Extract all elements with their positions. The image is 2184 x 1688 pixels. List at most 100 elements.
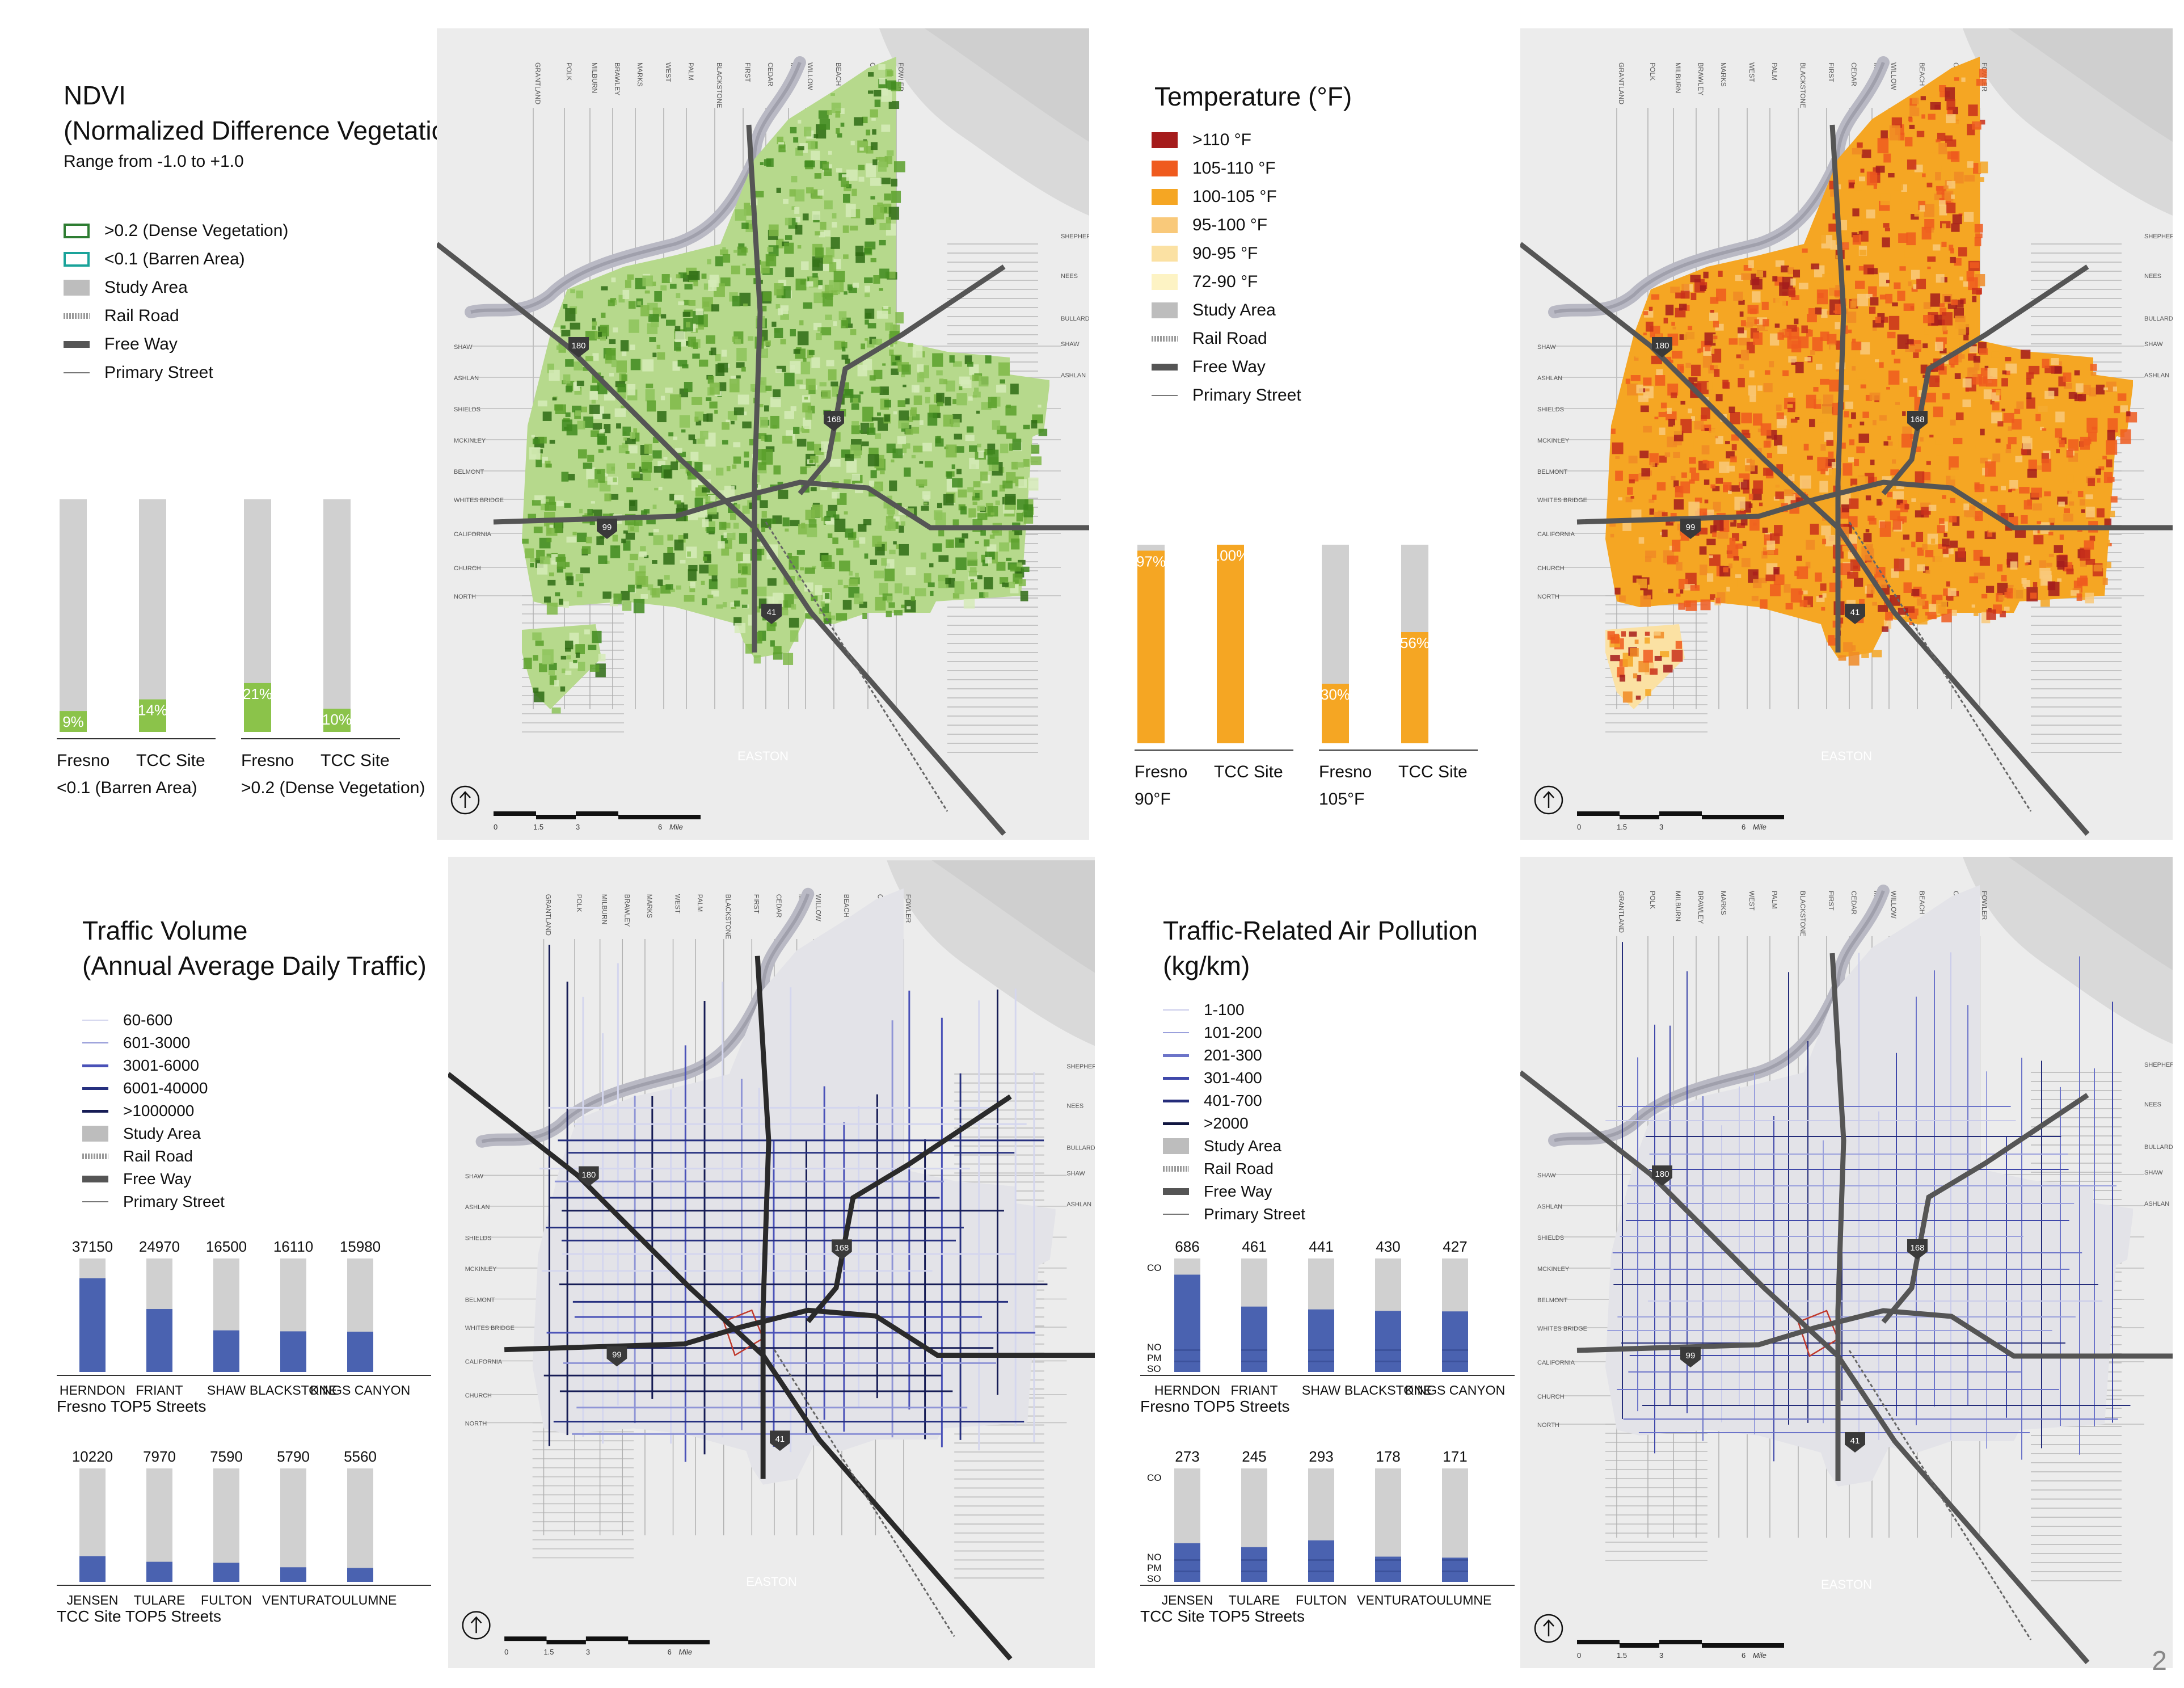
map-pixel <box>1892 519 1901 530</box>
map-pixel <box>2066 569 2074 575</box>
pollutant-label: SO <box>1147 1363 1161 1374</box>
map-pixel <box>921 506 929 511</box>
map-pixel <box>905 398 910 405</box>
map-pixel <box>949 355 955 363</box>
map-pixel <box>542 411 552 421</box>
map-pixel <box>1881 130 1888 140</box>
map-pixel <box>1012 439 1022 451</box>
scale-unit: Mile <box>1753 823 1766 831</box>
map-pixel <box>570 322 580 330</box>
map-pixel <box>2008 426 2012 431</box>
map-pixel <box>1862 411 1869 418</box>
scale-tick: 1.5 <box>1617 1651 1627 1660</box>
map-pixel <box>1697 381 1709 394</box>
bar-value <box>213 1330 239 1372</box>
map-pixel <box>688 565 698 571</box>
map-pixel <box>969 457 980 469</box>
legend-item: >2000 <box>1163 1112 1305 1135</box>
map-pixel <box>592 318 596 323</box>
street-label: WHITES BRIDGE <box>1537 1325 1587 1332</box>
street-label: BLACKSTONE <box>1799 891 1807 936</box>
map-pixel <box>1802 248 1808 253</box>
map-pixel <box>577 662 585 671</box>
map-pixel <box>830 93 835 96</box>
map-data-layer <box>522 57 1049 714</box>
map-pixel <box>602 591 612 599</box>
highway-shield: 180 <box>578 1166 599 1187</box>
map-pixel <box>1731 434 1739 441</box>
map-pixel <box>1775 491 1784 499</box>
map-pixel <box>1976 177 1984 182</box>
street-label: BULLARD <box>1066 1145 1095 1152</box>
map-pixel <box>805 613 813 619</box>
map-pixel <box>1691 364 1701 377</box>
map-pixel <box>677 452 686 457</box>
map-pixel <box>1715 394 1723 402</box>
bar-category-label: FRIANT <box>1230 1383 1277 1397</box>
bar-value-label: 5790 <box>277 1448 310 1465</box>
map-pixel <box>651 588 660 598</box>
map-pixel <box>665 388 673 393</box>
shield-shape <box>1845 1432 1865 1453</box>
map-pixel <box>1983 389 1992 399</box>
bar-category-label: Fresno <box>241 751 294 770</box>
map-pixel <box>1872 601 1878 606</box>
map-pixel <box>1920 594 1926 599</box>
map-pixel <box>640 305 650 317</box>
legend-item: 301-400 <box>1163 1067 1305 1089</box>
map-pixel <box>1698 348 1704 353</box>
map-pixel <box>899 544 909 556</box>
map-pixel <box>714 410 718 414</box>
map-pixel <box>1911 288 1918 292</box>
map-pixel <box>1005 582 1015 588</box>
map-pixel <box>2076 593 2082 601</box>
map-pixel <box>879 78 886 85</box>
map-pixel <box>892 362 897 365</box>
map-pixel <box>1640 595 1651 607</box>
map-pixel <box>1614 587 1621 595</box>
map-pixel <box>648 314 659 322</box>
map-pixel <box>2027 469 2037 478</box>
map-pixel <box>1726 587 1730 592</box>
map-pixel <box>1924 329 1929 335</box>
bar-category-label: KINGS CANYON <box>310 1383 410 1397</box>
map-pixel <box>1784 472 1793 477</box>
map-pixel <box>2106 440 2118 455</box>
map-pixel <box>742 263 746 266</box>
map-pixel <box>1979 69 1987 78</box>
map-pixel <box>863 139 867 142</box>
map-pixel <box>734 622 746 634</box>
legend-item: Rail Road <box>64 302 288 330</box>
map-pixel <box>1914 165 1923 172</box>
map-pixel <box>819 382 827 387</box>
map-pixel <box>1646 538 1654 544</box>
map-pixel <box>2058 502 2065 507</box>
map-pixel <box>945 539 954 548</box>
legend-label: Study Area <box>123 1125 201 1142</box>
map-pixel <box>1773 567 1780 575</box>
map-pixel <box>1978 161 1988 174</box>
map-pixel <box>854 593 863 604</box>
map-pixel <box>1909 386 1917 397</box>
map-pixel <box>1773 478 1784 491</box>
map-pixel <box>1712 532 1717 537</box>
map-pixel <box>1674 471 1684 480</box>
map-pixel <box>870 142 878 150</box>
map-pixel <box>733 523 739 529</box>
legend-swatch <box>82 1042 108 1043</box>
map-pixel <box>789 556 799 570</box>
street-label: BRAWLEY <box>1697 891 1705 924</box>
map-pixel <box>864 553 868 559</box>
map-pixel <box>1799 475 1811 489</box>
map-pixel <box>887 70 893 77</box>
map-pixel <box>674 539 684 551</box>
map-pixel <box>2021 515 2028 524</box>
map-pixel <box>1689 457 1696 464</box>
shield-shape <box>568 337 589 357</box>
map-pixel <box>1801 325 1808 334</box>
street-label: SHAW <box>1066 1170 1085 1177</box>
bar-category-label: TCC Site <box>1398 763 1468 781</box>
map-pixel <box>1656 369 1663 376</box>
map-pixel <box>598 449 604 453</box>
map-pixel <box>1915 343 1922 350</box>
